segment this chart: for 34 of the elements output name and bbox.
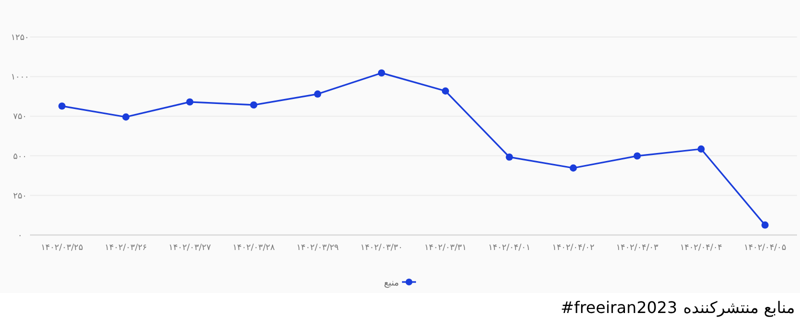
y-tick-label: ۱۲۵۰ <box>10 33 30 43</box>
y-tick-label: ۵۰۰ <box>13 152 27 162</box>
annotation: منابع منتشرکننده <box>683 298 795 317</box>
x-tick-label: ۱۴۰۲/۰۳/۲۷ <box>168 243 212 253</box>
point <box>314 90 322 98</box>
y-tick-label: ۱۰۰۰ <box>10 72 30 83</box>
x-tick-label: ۱۴۰۲/۰۴/۰۱ <box>488 243 531 253</box>
point <box>506 153 513 161</box>
point <box>698 145 705 153</box>
point <box>570 164 577 172</box>
y-tick-label: ۲۵۰ <box>13 191 27 202</box>
x-tick-label: ۱۴۰۲/۰۳/۲۵ <box>40 243 84 253</box>
x-tick-label: ۱۴۰۲/۰۴/۰۵ <box>744 243 787 253</box>
x-tick-label: ۱۴۰۲/۰۳/۳۱ <box>424 243 467 253</box>
legend: منبع <box>384 278 416 288</box>
y-tick-label: ۷۵۰ <box>13 112 27 122</box>
point <box>58 102 66 110</box>
point <box>186 98 194 106</box>
x-tick-label: ۱۴۰۲/۰۳/۲۹ <box>296 243 340 253</box>
x-tick-label: ۱۴۰۲/۰۴/۰۲ <box>552 243 595 253</box>
point <box>250 101 258 109</box>
point <box>634 152 641 160</box>
x-tick-label: ۱۴۰۲/۰۳/۲۶ <box>104 243 148 253</box>
x-tick-label: ۱۴۰۲/۰۳/۳۰ <box>360 243 403 253</box>
point <box>122 113 130 121</box>
annotation: #freeiran2023 <box>560 298 678 317</box>
x-tick-label: ۱۴۰۲/۰۴/۰۴ <box>680 243 722 253</box>
point <box>442 87 450 95</box>
x-tick-label: ۱۴۰۲/۰۴/۰۳ <box>616 243 659 253</box>
legend-label: منبع <box>384 278 400 288</box>
x-tick-label: ۱۴۰۲/۰۳/۲۸ <box>232 243 276 253</box>
point <box>378 69 386 77</box>
point <box>761 221 769 229</box>
y-tick-label: ۰ <box>18 231 22 241</box>
